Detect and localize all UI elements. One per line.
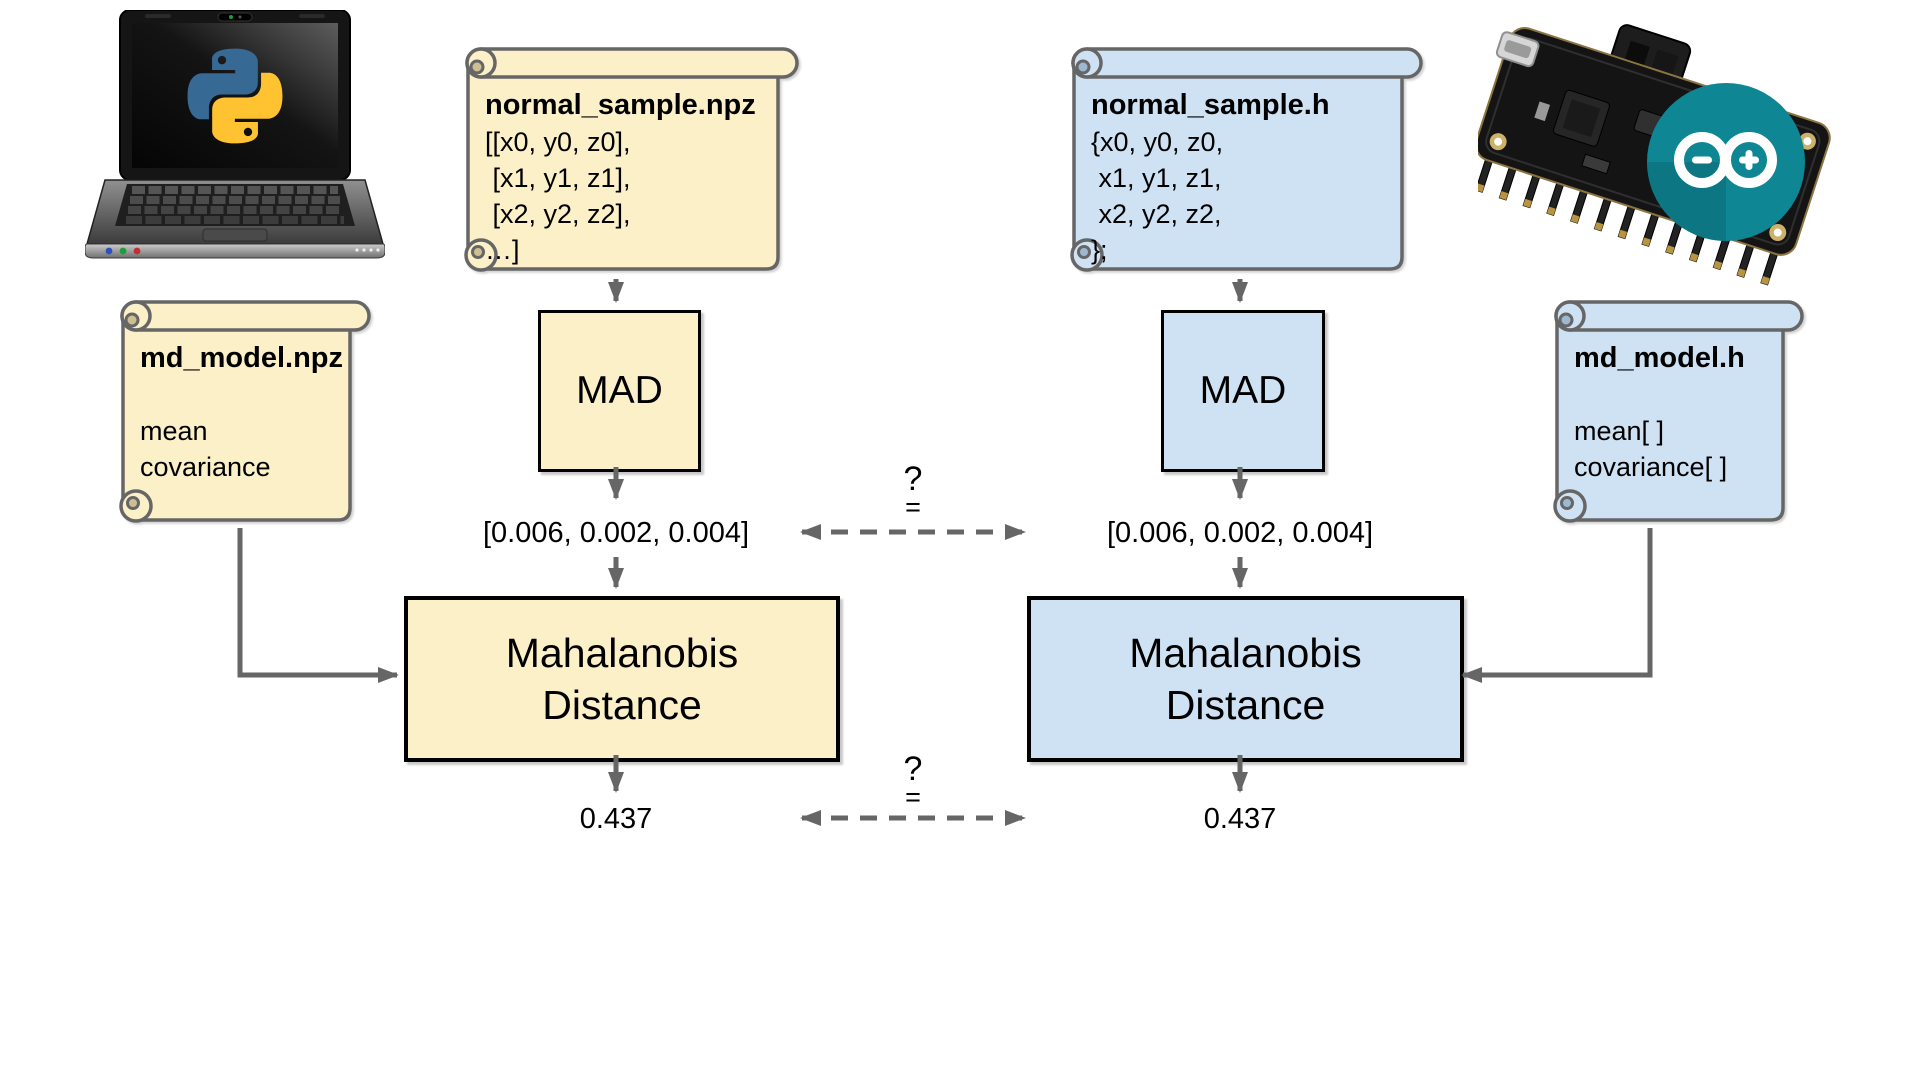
question-mark: ?: [903, 460, 923, 498]
mad-label: MAD: [1199, 369, 1287, 412]
laptop-keyboard: [115, 184, 355, 226]
distance-label-line2: Distance: [1165, 682, 1326, 728]
equals-sign: =: [905, 782, 921, 812]
mad-box-python: MAD: [538, 310, 701, 472]
file-line: x2, y2, z2,: [1091, 199, 1222, 229]
scroll-note-md-model-h: md_model.h mean[ ] covariance[ ]: [1544, 298, 1815, 528]
equals-sign: =: [905, 492, 921, 522]
distance-label-line1: Mahalanobis: [505, 630, 739, 676]
scroll-content: md_model.npz mean covariance: [140, 340, 343, 485]
question-mark: ?: [903, 750, 923, 788]
scroll-note-md-model-npz: md_model.npz mean covariance: [110, 298, 382, 528]
laptop-base: [84, 179, 386, 259]
laptop-image: [84, 9, 386, 259]
laptop-touchpad: [202, 228, 268, 242]
mad-label: MAD: [576, 369, 663, 412]
file-line: [x2, y2, z2],: [485, 199, 631, 229]
scroll-content: normal_sample.h {x0, y0, z0, x1, y1, z1,…: [1091, 87, 1330, 268]
laptop-port-led-green: [119, 247, 127, 255]
comparison-label-mad: ? =: [873, 460, 953, 522]
file-line: {x0, y0, z0,: [1091, 127, 1224, 157]
arduino-logo: [1647, 83, 1805, 241]
laptop-screen: [119, 9, 351, 181]
arrow-model-h-to-distance: [1461, 528, 1653, 683]
webcam-led: [229, 15, 233, 19]
laptop-port-led-red: [133, 247, 141, 255]
file-line: };: [1091, 235, 1108, 265]
mad-output-python: [0.006, 0.002, 0.004]: [482, 517, 750, 549]
file-line: [[x0, y0, z0],: [485, 127, 631, 157]
file-line: covariance: [140, 452, 271, 482]
file-line: covariance[ ]: [1574, 452, 1728, 482]
laptop-port-led-blue: [105, 247, 113, 255]
file-line: mean: [140, 416, 208, 446]
python-laptop-illustration: [84, 9, 386, 260]
arduino-board-image: [1474, 24, 1831, 286]
mad-output-arduino: [0.006, 0.002, 0.004]: [1106, 517, 1374, 549]
distance-label-line1: Mahalanobis: [1129, 630, 1362, 676]
arrow-model-npz-to-distance: [237, 528, 399, 683]
scroll-content: md_model.h mean[ ] covariance[ ]: [1574, 340, 1745, 485]
comparison-label-distance: ? =: [873, 750, 953, 812]
file-title: md_model.npz: [140, 342, 344, 374]
file-title: normal_sample.h: [1091, 89, 1330, 121]
python-logo: [187, 48, 283, 144]
scroll-content: normal_sample.npz [[x0, y0, z0], [x1, y1…: [485, 87, 756, 268]
distance-output-arduino: 0.437: [1203, 803, 1277, 835]
distance-label-line2: Distance: [542, 682, 702, 728]
arduino-board-illustration: [1474, 10, 1838, 305]
mahalanobis-box-python: Mahalanobis Distance: [404, 596, 840, 762]
distance-output-python: 0.437: [579, 803, 653, 835]
file-title: md_model.h: [1574, 342, 1745, 374]
mad-box-arduino: MAD: [1161, 310, 1325, 472]
file-line: …]: [485, 235, 520, 265]
file-line: x1, y1, z1,: [1091, 163, 1222, 193]
mahalanobis-box-arduino: Mahalanobis Distance: [1027, 596, 1464, 762]
logo-minus: [1692, 156, 1712, 164]
file-line: [x1, y1, z1],: [485, 163, 631, 193]
file-title: normal_sample.npz: [485, 89, 756, 121]
scroll-note-normal-sample-npz: normal_sample.npz [[x0, y0, z0], [x1, y1…: [455, 45, 810, 277]
file-line: mean[ ]: [1574, 416, 1665, 446]
scroll-note-normal-sample-h: normal_sample.h {x0, y0, z0, x1, y1, z1,…: [1061, 45, 1434, 277]
